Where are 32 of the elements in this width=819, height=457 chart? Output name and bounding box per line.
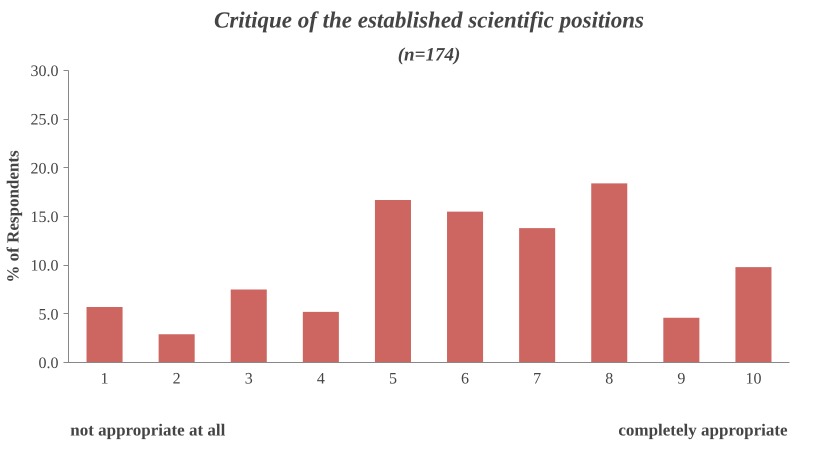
x-tick-label: 1 bbox=[100, 370, 109, 388]
bar bbox=[158, 334, 195, 362]
y-tick-label: 5.0 bbox=[38, 306, 58, 324]
y-axis-title: % of Respondents bbox=[4, 150, 22, 283]
y-tick-label: 0.0 bbox=[38, 355, 58, 372]
y-tick-label: 20.0 bbox=[30, 160, 58, 178]
bar bbox=[519, 228, 556, 362]
x-tick-label: 9 bbox=[677, 370, 686, 388]
bar bbox=[86, 307, 123, 362]
x-tick-label: 5 bbox=[388, 370, 397, 388]
y-tick-label: 30.0 bbox=[30, 63, 58, 80]
chart-title: Critique of the established scientific positions bbox=[214, 8, 644, 32]
x-tick-label: 6 bbox=[461, 370, 470, 388]
y-tick-label: 10.0 bbox=[30, 258, 58, 275]
bar bbox=[302, 312, 339, 362]
x-tick-label: 2 bbox=[172, 370, 181, 388]
text: not appropriate at all bbox=[70, 420, 226, 440]
y-tick-label: 15.0 bbox=[30, 209, 58, 226]
bar bbox=[230, 290, 267, 362]
bar bbox=[663, 318, 700, 362]
bar bbox=[735, 267, 772, 362]
bar bbox=[447, 212, 484, 362]
bar bbox=[591, 183, 628, 362]
chart-subtitle: (n=174) bbox=[398, 44, 460, 66]
x-tick-label: 7 bbox=[533, 370, 542, 388]
x-tick-label: 10 bbox=[745, 370, 762, 388]
x-tick-label: 3 bbox=[244, 370, 253, 388]
x-tick-label: 4 bbox=[316, 370, 325, 388]
y-tick-label: 25.0 bbox=[30, 112, 58, 129]
text: completely appropriate bbox=[618, 420, 788, 440]
x-tick-label: 8 bbox=[605, 370, 614, 388]
bar bbox=[374, 200, 411, 362]
